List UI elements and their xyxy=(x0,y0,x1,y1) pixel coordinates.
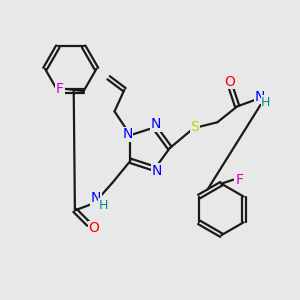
Text: N: N xyxy=(152,164,162,178)
Text: H: H xyxy=(99,199,108,212)
Text: S: S xyxy=(190,120,199,134)
Text: H: H xyxy=(261,96,271,109)
Text: O: O xyxy=(88,221,99,235)
Text: F: F xyxy=(56,82,64,96)
Text: N: N xyxy=(91,191,101,206)
Text: F: F xyxy=(235,173,243,187)
Text: N: N xyxy=(151,117,161,131)
Text: O: O xyxy=(224,75,235,88)
Text: N: N xyxy=(122,127,133,141)
Text: N: N xyxy=(255,89,265,103)
